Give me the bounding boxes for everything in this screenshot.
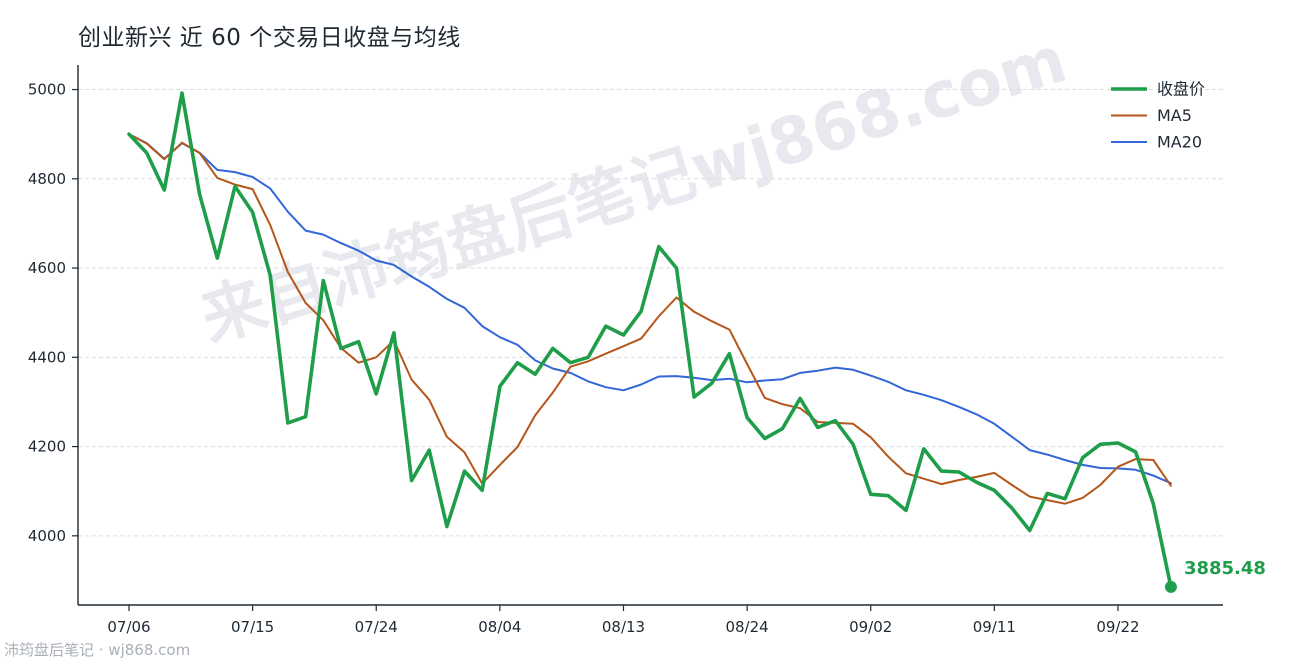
x-tick-label: 08/13	[602, 618, 645, 636]
y-tick-label: 4800	[28, 170, 66, 188]
x-tick-label: 08/04	[478, 618, 521, 636]
footer-credit: 沛筠盘后笔记 · wj868.com	[4, 641, 191, 659]
y-tick-label: 4200	[28, 438, 66, 456]
y-tick-label: 4000	[28, 527, 66, 545]
legend-label: MA5	[1157, 106, 1192, 125]
watermark: 来自沛筠盘后笔记wj868.com	[193, 23, 1075, 357]
last-close-point	[1164, 580, 1177, 593]
legend: 收盘价 MA5 MA20	[1111, 80, 1205, 152]
watermark-text: 来自沛筠盘后笔记wj868.com	[193, 23, 1075, 357]
legend-label: MA20	[1157, 133, 1202, 152]
x-tick-label: 09/11	[973, 618, 1016, 636]
y-tick-label: 4400	[28, 348, 66, 366]
last-close-label: 3885.48	[1184, 558, 1266, 579]
series-line-MA20	[128, 133, 1172, 485]
series-line-收盘价	[127, 91, 1173, 589]
series-lines	[127, 91, 1173, 589]
x-tick-label: 08/24	[725, 618, 768, 636]
y-tick-label: 5000	[28, 81, 66, 99]
x-tick-label: 07/15	[231, 618, 274, 636]
y-tick-label: 4600	[28, 259, 66, 277]
x-tick-label: 09/02	[849, 618, 892, 636]
annotations: 3885.48	[1164, 558, 1266, 593]
legend-label: 收盘价	[1157, 80, 1205, 99]
x-tick-label: 07/06	[107, 618, 150, 636]
x-tick-label: 07/24	[355, 618, 398, 636]
chart-title: 创业新兴 近 60 个交易日收盘与均线	[78, 25, 461, 51]
axes: 4000 4200 4400 4600 4800 5000 07/06 07/15 07/24 0…	[28, 65, 1223, 636]
x-tick-label: 09/22	[1096, 618, 1139, 636]
series-line-MA5	[128, 133, 1172, 505]
